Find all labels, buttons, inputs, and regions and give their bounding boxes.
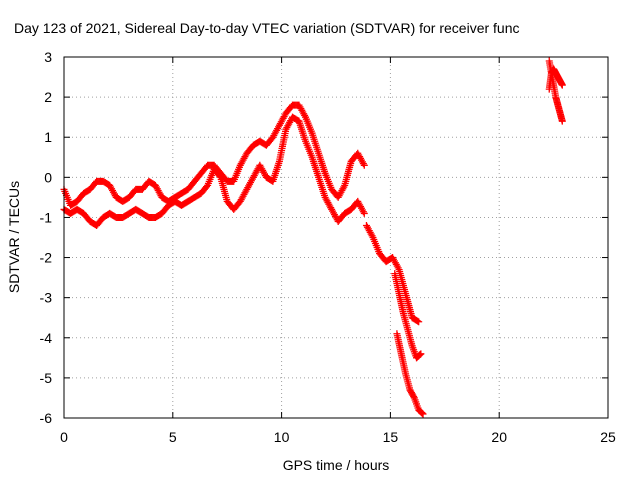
data-point bbox=[410, 393, 418, 401]
x-tick-label: 20 bbox=[491, 429, 507, 445]
grid bbox=[64, 57, 608, 418]
data-point bbox=[418, 409, 426, 417]
y-tick-label: -1 bbox=[40, 209, 53, 225]
data-points bbox=[60, 57, 566, 418]
data-point bbox=[416, 350, 424, 358]
series-track-d bbox=[391, 270, 425, 362]
y-tick-label: -2 bbox=[40, 250, 53, 266]
data-point bbox=[414, 317, 422, 325]
y-tick-label: 1 bbox=[44, 129, 52, 145]
data-point bbox=[216, 172, 224, 180]
y-tick-label: 3 bbox=[44, 49, 52, 65]
y-tick-label: 0 bbox=[44, 169, 52, 185]
series-track-g bbox=[545, 65, 566, 93]
y-tick-label: 2 bbox=[44, 89, 52, 105]
y-tick-label: -6 bbox=[40, 410, 53, 426]
data-point bbox=[558, 81, 566, 89]
y-tick-label: -5 bbox=[40, 370, 53, 386]
plot-frame bbox=[63, 56, 609, 419]
axis-ticks: 0 5 10 15 20 25 -6 -5 -4 -3 -2 -1 0 1 2 3 bbox=[40, 49, 616, 445]
chart-title: Day 123 of 2021, Sidereal Day-to-day VTE… bbox=[14, 20, 520, 36]
x-tick-label: 25 bbox=[600, 429, 616, 445]
data-point bbox=[419, 410, 427, 418]
data-point bbox=[417, 350, 425, 358]
series-track-e bbox=[393, 330, 427, 418]
y-tick-label: -3 bbox=[40, 290, 53, 306]
x-tick-label: 5 bbox=[169, 429, 177, 445]
data-point bbox=[415, 351, 423, 359]
data-point bbox=[360, 209, 368, 217]
data-point bbox=[558, 117, 566, 125]
x-tick-label: 15 bbox=[383, 429, 399, 445]
data-point bbox=[415, 318, 423, 326]
data-point bbox=[418, 409, 426, 417]
data-point bbox=[360, 161, 368, 169]
series-track-c bbox=[362, 221, 423, 326]
x-tick-label: 0 bbox=[60, 429, 68, 445]
x-axis-label: GPS time / hours bbox=[283, 457, 390, 473]
y-tick-label: -4 bbox=[40, 330, 53, 346]
y-axis-label: SDTVAR / TECUs bbox=[6, 181, 22, 293]
series-track-a bbox=[60, 101, 368, 209]
series-track-b bbox=[60, 113, 368, 229]
x-tick-label: 10 bbox=[274, 429, 290, 445]
